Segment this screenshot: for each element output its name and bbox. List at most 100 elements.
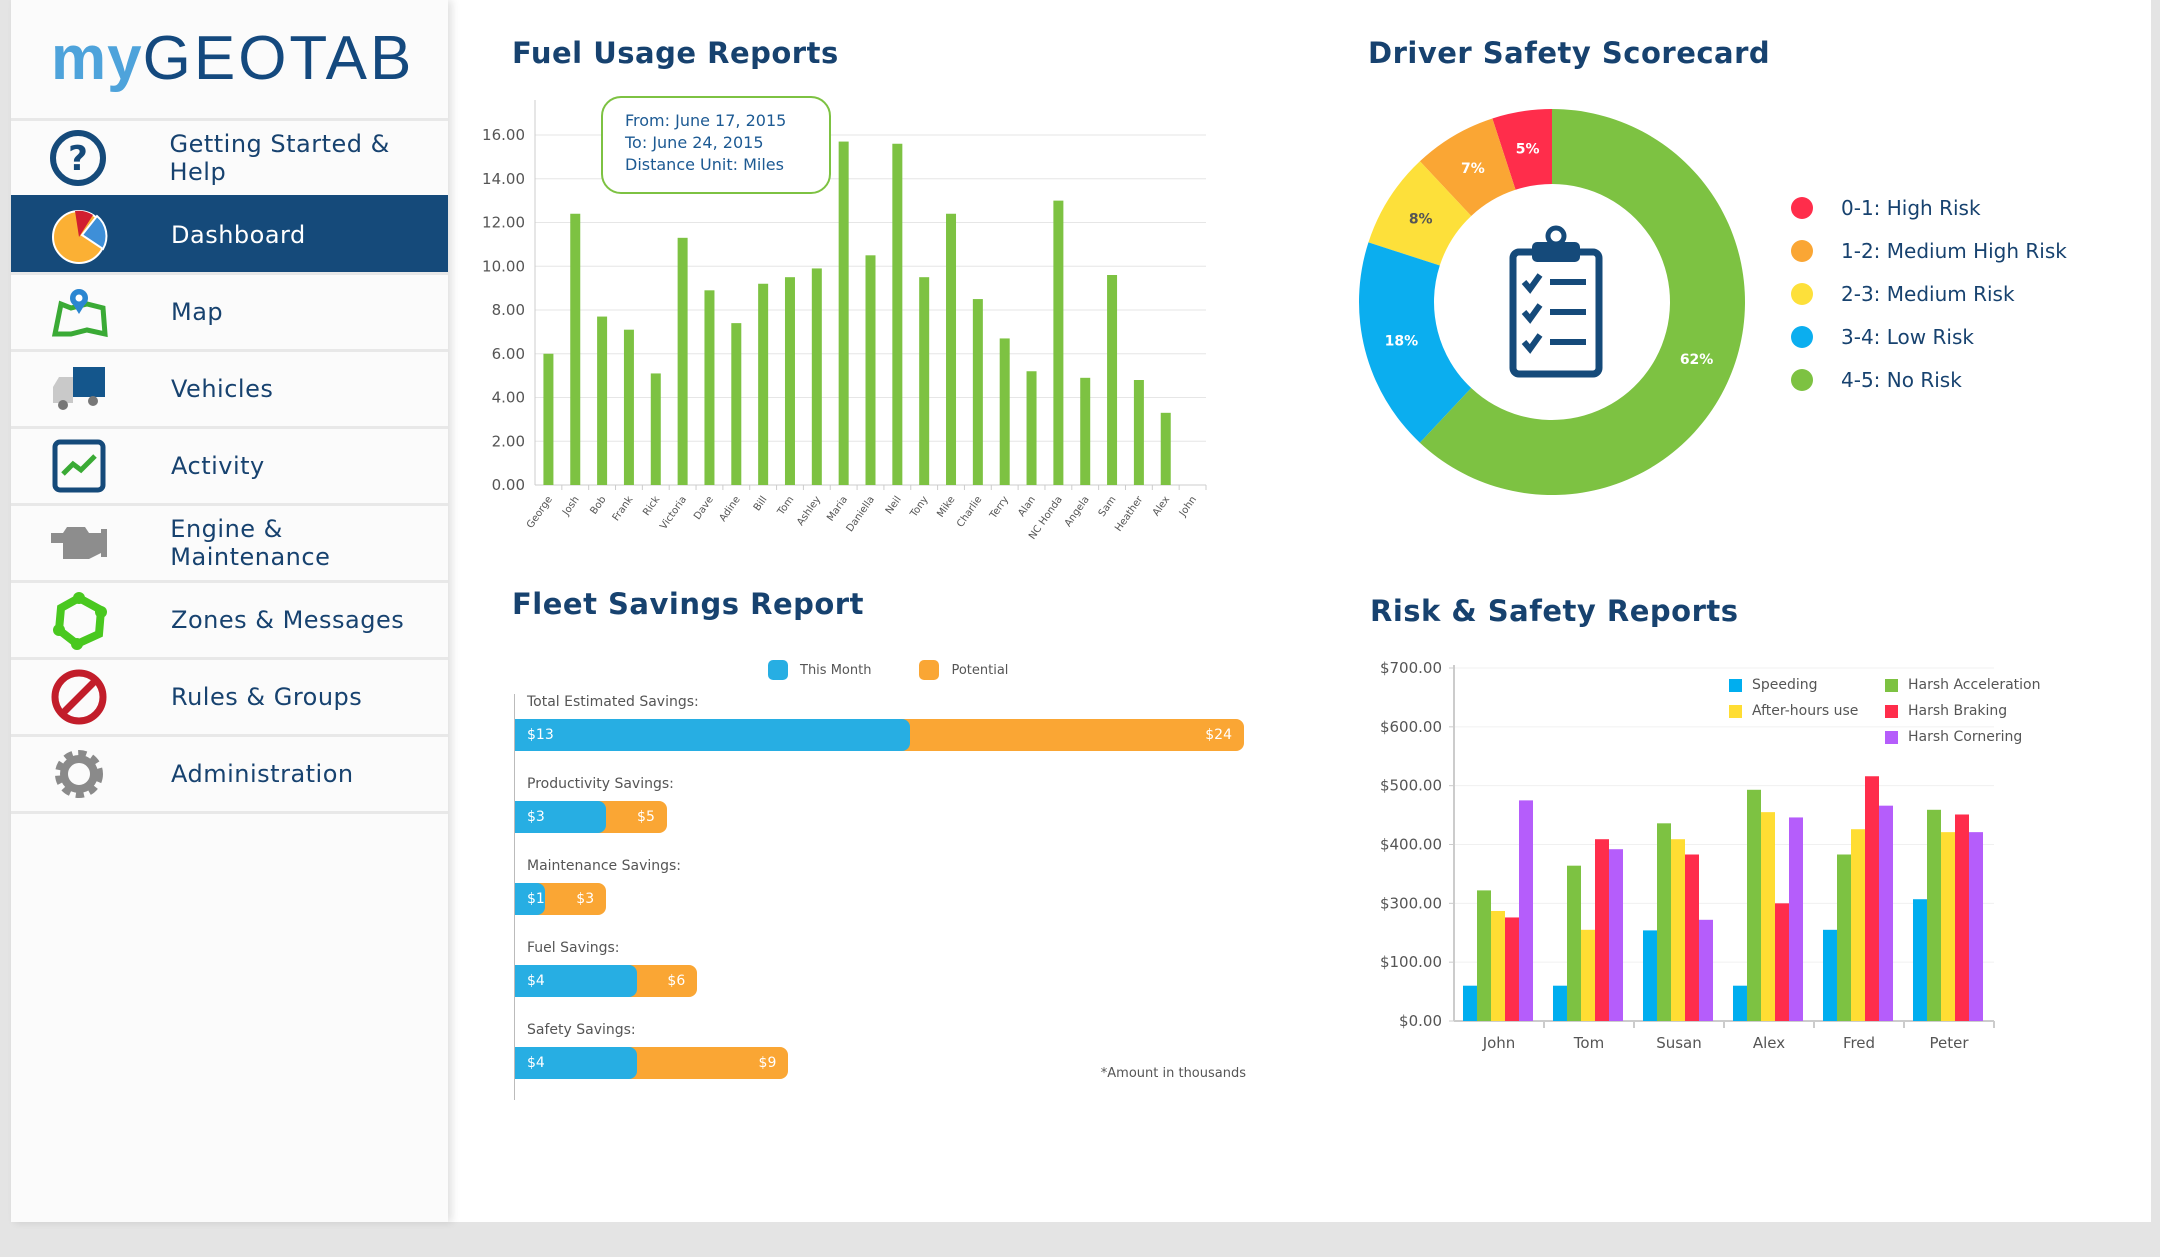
fuel-bar[interactable]: [999, 338, 1010, 485]
fuel-bar[interactable]: [1053, 200, 1064, 485]
fuel-tooltip: From: June 17, 2015 To: June 24, 2015 Di…: [601, 96, 831, 194]
risk-title: Risk & Safety Reports: [1370, 594, 1739, 628]
this-month-bar[interactable]: [515, 883, 546, 915]
donut-slice[interactable]: [1419, 118, 1516, 216]
slice-label: 5%: [1516, 141, 1540, 157]
donut-slice[interactable]: [1492, 109, 1552, 190]
risk-bar[interactable]: [1519, 800, 1533, 1021]
risk-bar[interactable]: [1823, 929, 1837, 1021]
sidebar-item-engine-maintenance[interactable]: Engine & Maintenance: [11, 503, 448, 580]
sidebar-item-administration[interactable]: Administration: [11, 734, 448, 811]
risk-bar[interactable]: [1595, 839, 1609, 1021]
risk-bar[interactable]: [1955, 814, 1969, 1021]
legend-item[interactable]: 1-2: Medium High Risk: [1791, 229, 2067, 272]
fuel-bar[interactable]: [1026, 371, 1037, 485]
fuel-bar[interactable]: [1080, 377, 1091, 485]
sidebar-item-label: Activity: [171, 452, 265, 480]
risk-bar[interactable]: [1879, 805, 1893, 1021]
legend-item[interactable]: Harsh Braking: [1885, 703, 2007, 719]
risk-bar[interactable]: [1747, 789, 1761, 1021]
risk-bar[interactable]: [1505, 917, 1519, 1021]
logo[interactable]: myGEOTAB: [51, 24, 415, 93]
sidebar-item-dashboard[interactable]: Dashboard: [11, 195, 448, 272]
this-month-bar[interactable]: [515, 719, 910, 751]
y-tick-label: $700.00: [1380, 659, 1442, 677]
sidebar-item-zones-messages[interactable]: Zones & Messages: [11, 580, 448, 657]
risk-bar[interactable]: [1477, 890, 1491, 1021]
sidebar-item-label: Map: [171, 298, 224, 326]
risk-bar[interactable]: [1927, 809, 1941, 1021]
sidebar-item-getting-started-help[interactable]: ? Getting Started & Help: [11, 118, 448, 195]
x-tick-label: Terry: [988, 494, 1012, 521]
fuel-bar[interactable]: [731, 323, 742, 485]
legend-item[interactable]: After-hours use: [1729, 703, 1858, 719]
fuel-bar[interactable]: [1160, 412, 1171, 485]
legend-item[interactable]: 2-3: Medium Risk: [1791, 272, 2067, 315]
risk-bar[interactable]: [1491, 910, 1505, 1021]
fuel-bar[interactable]: [704, 290, 715, 485]
fuel-bar[interactable]: [865, 255, 876, 485]
legend-item[interactable]: Harsh Cornering: [1885, 729, 2022, 745]
risk-bar[interactable]: [1865, 776, 1879, 1021]
fuel-bar[interactable]: [972, 299, 983, 485]
legend-item[interactable]: 3-4: Low Risk: [1791, 315, 2067, 358]
legend-item[interactable]: 4-5: No Risk: [1791, 358, 2067, 401]
fuel-bar[interactable]: [597, 316, 608, 485]
this-month-value: $4: [527, 1055, 545, 1071]
this-month-bar[interactable]: [515, 1047, 637, 1079]
fuel-bar[interactable]: [1133, 380, 1144, 485]
fuel-bar[interactable]: [650, 373, 661, 485]
legend-this-month: This Month: [800, 662, 872, 678]
this-month-bar[interactable]: [515, 965, 637, 997]
fuel-bar[interactable]: [784, 277, 795, 485]
legend-label: 0-1: High Risk: [1841, 195, 1981, 220]
donut-slice[interactable]: [1368, 161, 1472, 266]
legend-item[interactable]: Speeding: [1729, 677, 1818, 693]
legend-item[interactable]: Harsh Acceleration: [1885, 677, 2040, 693]
legend-dot: [1791, 368, 1813, 391]
fuel-bar[interactable]: [919, 277, 930, 485]
risk-bar[interactable]: [1699, 919, 1713, 1021]
legend-item[interactable]: 0-1: High Risk: [1791, 186, 2067, 229]
this-month-bar[interactable]: [515, 801, 607, 833]
fuel-bar[interactable]: [570, 213, 581, 485]
sidebar-item-rules-groups[interactable]: Rules & Groups: [11, 657, 448, 734]
risk-bar[interactable]: [1969, 832, 1983, 1021]
fuel-bar[interactable]: [543, 353, 554, 485]
risk-bar[interactable]: [1671, 839, 1685, 1021]
donut-slice[interactable]: [1419, 109, 1745, 495]
risk-safety-chart: $0.00 $100.00 $300.00 $400.00 $500.00 $600.00…: [1380, 659, 1995, 1052]
fuel-bar[interactable]: [677, 237, 688, 485]
this-month-value: $3: [527, 809, 545, 825]
sidebar-item-activity[interactable]: Activity: [11, 426, 448, 503]
risk-bar[interactable]: [1643, 930, 1657, 1021]
risk-bar[interactable]: [1789, 817, 1803, 1021]
fuel-bar[interactable]: [811, 268, 822, 485]
risk-bar[interactable]: [1685, 854, 1699, 1021]
fuel-bar[interactable]: [892, 143, 903, 485]
fuel-bar[interactable]: [838, 141, 849, 485]
risk-bar[interactable]: [1913, 899, 1927, 1021]
fuel-bar[interactable]: [946, 213, 957, 485]
fuel-bar[interactable]: [758, 283, 769, 485]
sidebar-item-vehicles[interactable]: Vehicles: [11, 349, 448, 426]
risk-bar[interactable]: [1761, 812, 1775, 1021]
risk-bar[interactable]: [1553, 985, 1567, 1021]
risk-bar[interactable]: [1567, 865, 1581, 1021]
risk-bar[interactable]: [1775, 903, 1789, 1021]
risk-bar[interactable]: [1941, 832, 1955, 1021]
fuel-bar[interactable]: [1107, 275, 1118, 485]
sidebar-item-map[interactable]: Map: [11, 272, 448, 349]
fleet-title: Fleet Savings Report: [512, 587, 864, 621]
risk-bar[interactable]: [1837, 854, 1851, 1021]
fuel-bar[interactable]: [623, 329, 634, 485]
risk-bar[interactable]: [1609, 849, 1623, 1021]
risk-bar[interactable]: [1581, 929, 1595, 1021]
risk-bar[interactable]: [1657, 823, 1671, 1021]
risk-bar[interactable]: [1851, 829, 1865, 1021]
x-tick-label: Dave: [692, 494, 716, 522]
risk-bar[interactable]: [1463, 985, 1477, 1021]
donut-slice[interactable]: [1359, 242, 1472, 443]
sidebar-item-label: Getting Started & Help: [169, 130, 390, 186]
risk-bar[interactable]: [1733, 985, 1747, 1021]
